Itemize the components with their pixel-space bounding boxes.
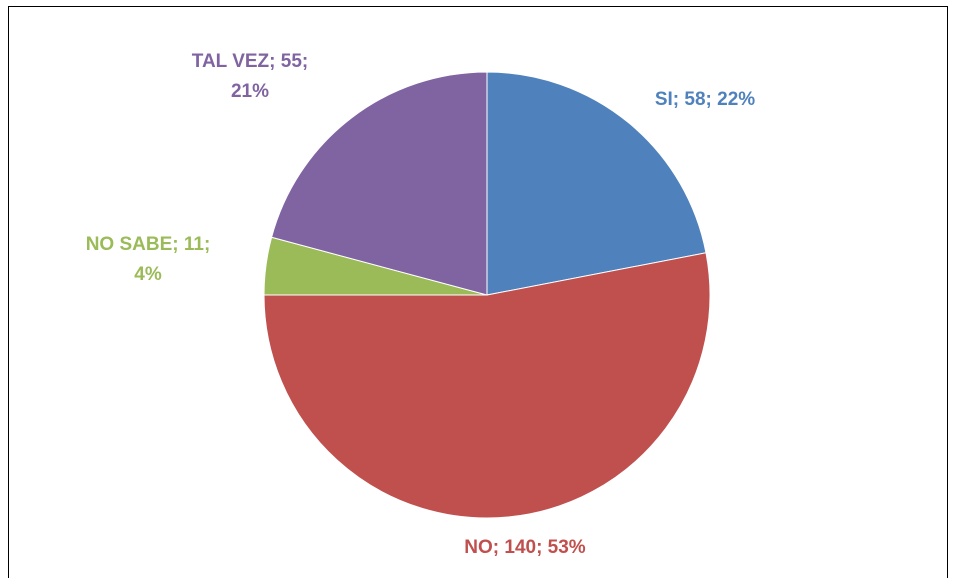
data-label-line: 21%	[231, 81, 269, 102]
data-label-line: TAL VEZ; 55;	[192, 51, 308, 72]
pie-slice	[486, 71, 707, 296]
pie-slice	[263, 252, 711, 519]
pie-slice	[270, 71, 488, 296]
data-label: TAL VEZ; 55; 21%	[192, 51, 308, 102]
data-label-line: NO SABE; 11;	[86, 234, 211, 255]
data-label: NO; 140; 53%	[464, 537, 586, 558]
data-label: SI; 58; 22%	[655, 89, 755, 110]
data-label-line: 4%	[134, 264, 162, 285]
data-label: NO SABE; 11; 4%	[86, 234, 211, 285]
